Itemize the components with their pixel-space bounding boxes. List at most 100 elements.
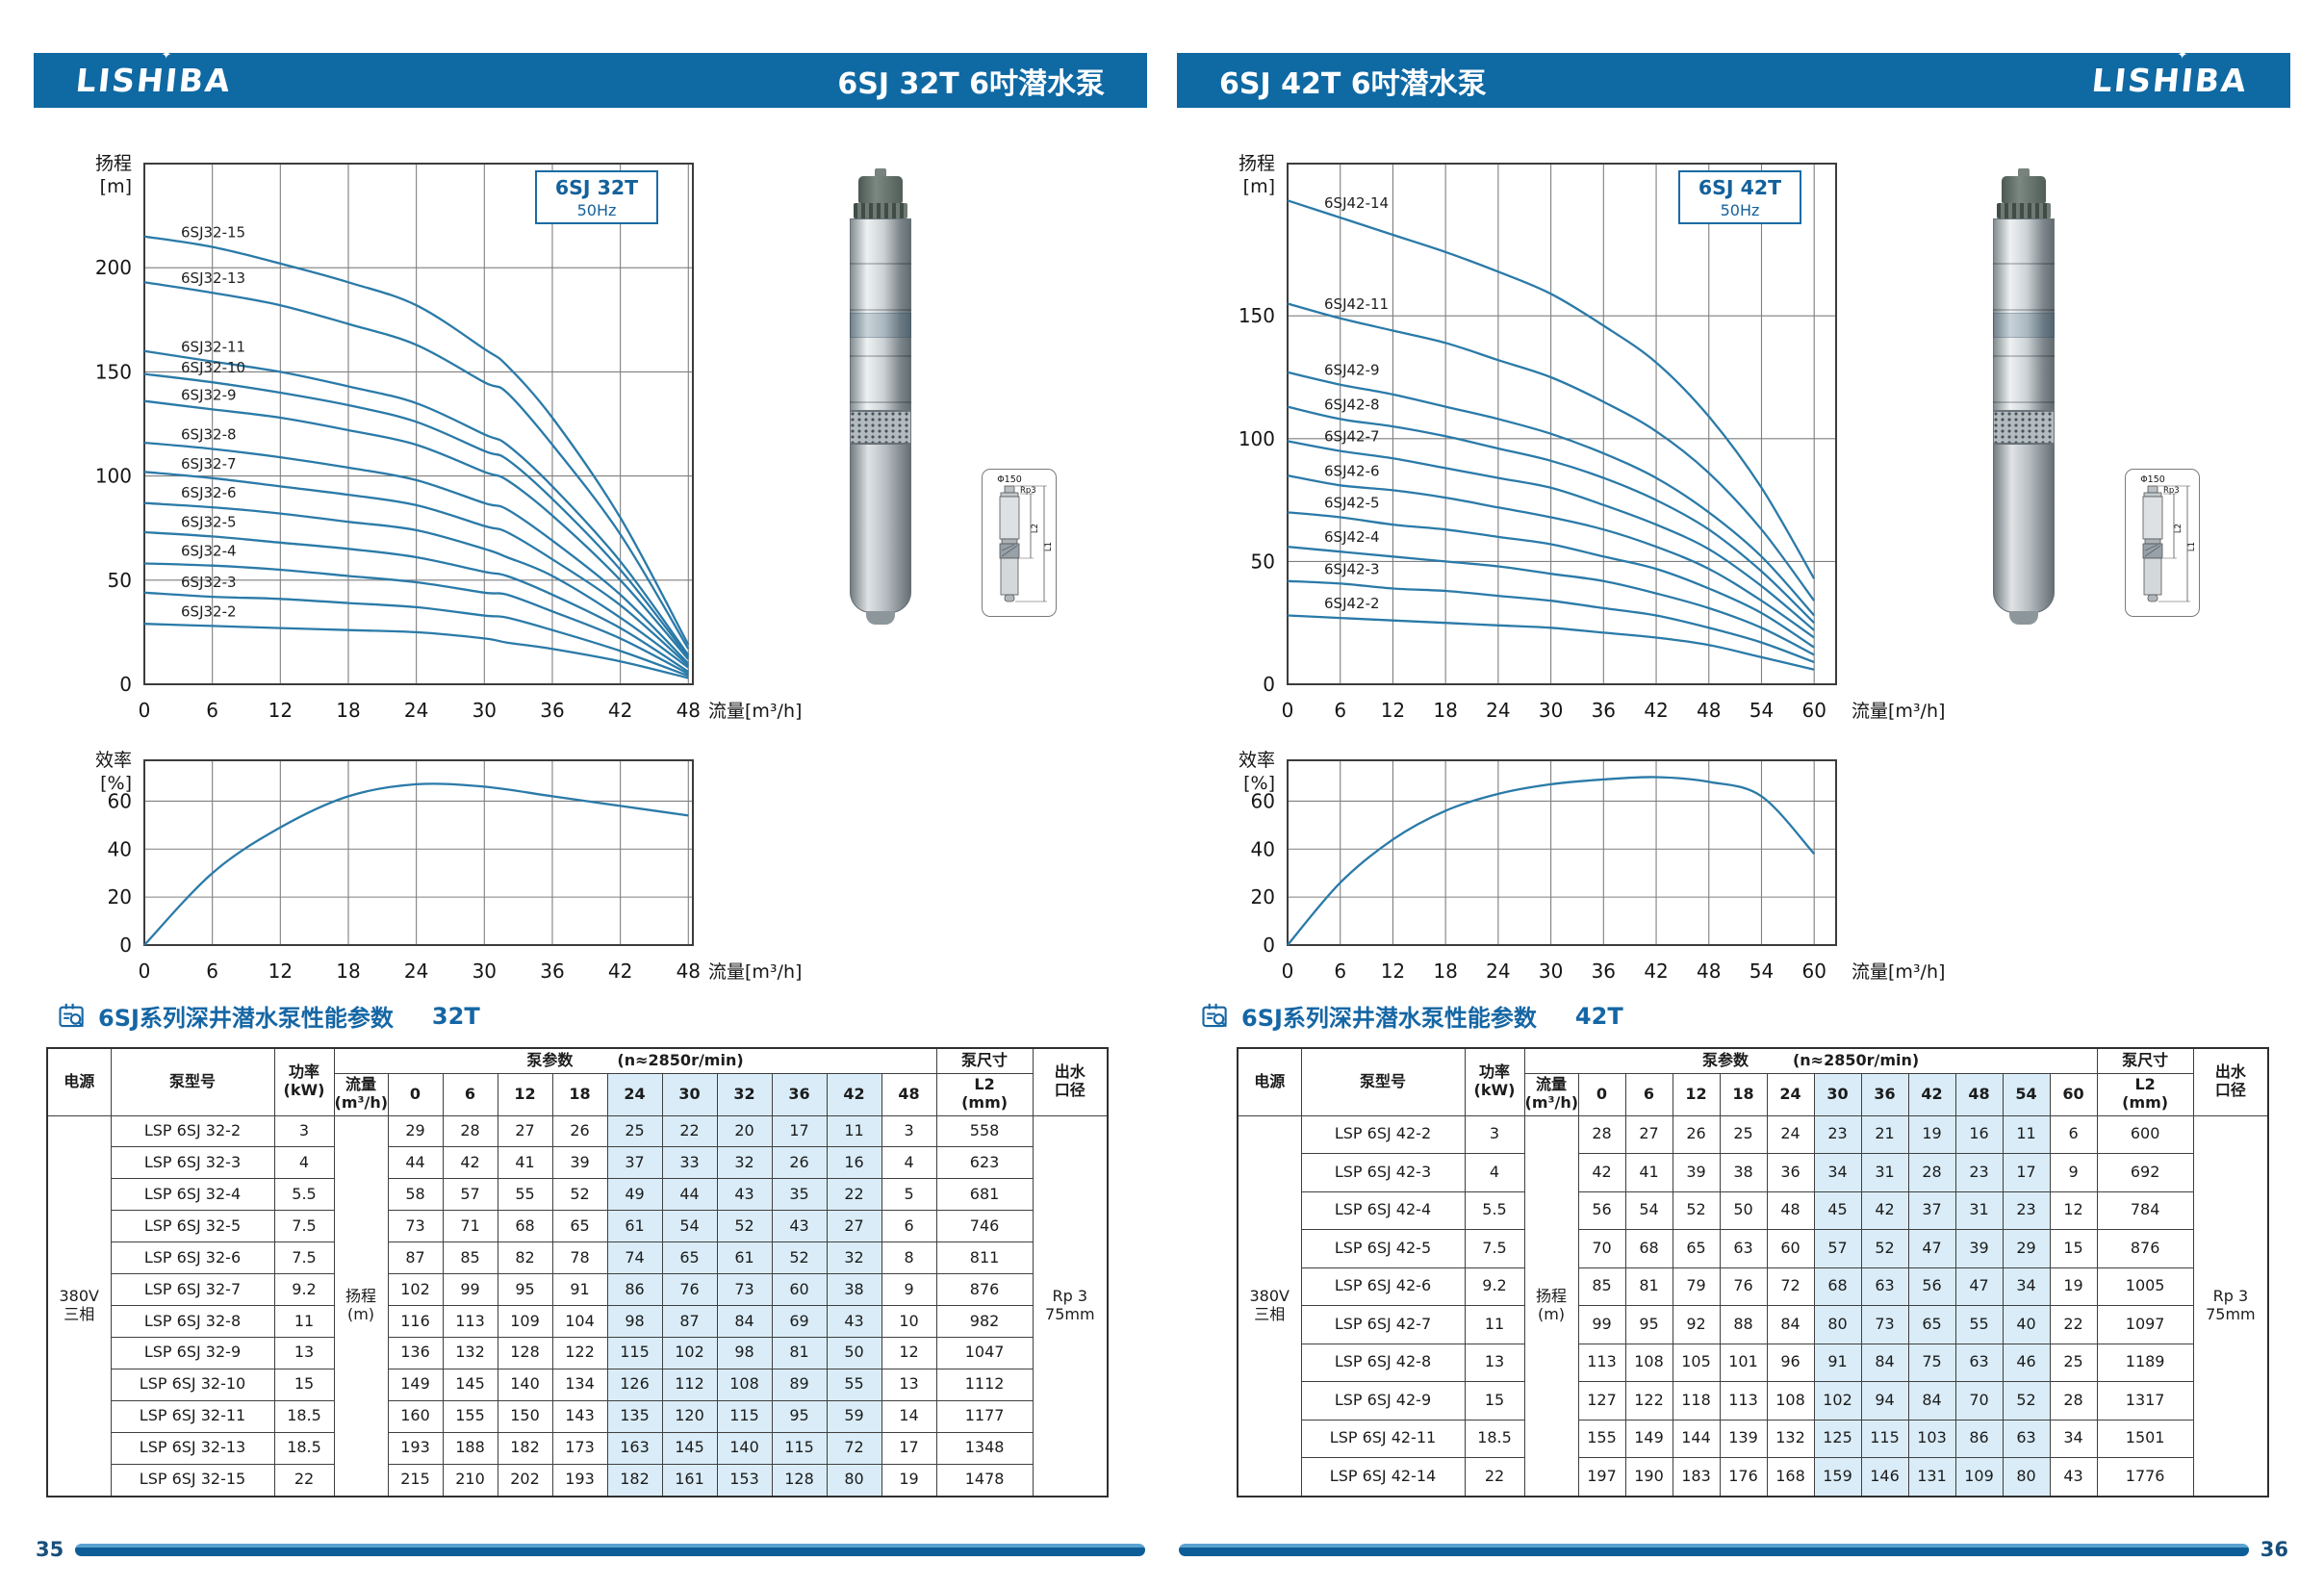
head-value-cell: 19 bbox=[881, 1463, 937, 1497]
power-kw-cell: 4 bbox=[273, 1146, 335, 1180]
page-number: 36 bbox=[2260, 1538, 2288, 1561]
head-value-cell: 22 bbox=[661, 1114, 718, 1148]
svg-text:6SJ32-7: 6SJ32-7 bbox=[181, 455, 237, 473]
head-value-cell: 69 bbox=[771, 1305, 828, 1338]
head-value-cell: 85 bbox=[1577, 1267, 1626, 1306]
svg-text:6SJ42-11: 6SJ42-11 bbox=[1324, 295, 1389, 313]
head-value-cell: 19 bbox=[1907, 1114, 1956, 1154]
svg-text:6SJ42-8: 6SJ42-8 bbox=[1324, 396, 1380, 413]
svg-text:[m]: [m] bbox=[100, 176, 132, 197]
svg-text:60: 60 bbox=[1801, 699, 1826, 722]
head-capacity-chart: 0 50 100 150 0 6 12 18 24 30 36 42 48 54 60 流量[m³/h] 扬程[… bbox=[1239, 153, 1946, 722]
head-value-cell: 43 bbox=[2049, 1457, 2098, 1497]
head-value-cell: 73 bbox=[387, 1210, 444, 1243]
head-value-cell: 115 bbox=[1860, 1419, 1909, 1458]
head-value-cell: 183 bbox=[1672, 1457, 1721, 1497]
head-value-cell: 84 bbox=[1907, 1381, 1956, 1421]
col-header-flow-48: 48 bbox=[1954, 1072, 2004, 1116]
head-value-cell: 31 bbox=[1860, 1153, 1909, 1192]
head-value-cell: 41 bbox=[497, 1146, 553, 1180]
table-row: LSP 6SJ 42-7 11 99 95 92 88 84 80 73 65 55 40 22 1097 bbox=[1238, 1305, 2268, 1344]
svg-text:Φ150: Φ150 bbox=[997, 474, 1022, 485]
brand-logo-text: LISHIBA bbox=[73, 62, 234, 99]
svg-text:30: 30 bbox=[1539, 699, 1563, 722]
head-value-cell: 34 bbox=[2049, 1419, 2098, 1458]
head-value-cell: 144 bbox=[1672, 1419, 1721, 1458]
head-value-cell: 65 bbox=[1672, 1229, 1721, 1268]
svg-text:6SJ42-9: 6SJ42-9 bbox=[1324, 362, 1380, 379]
head-value-cell: 45 bbox=[1813, 1190, 1862, 1230]
head-value-cell: 34 bbox=[2002, 1267, 2051, 1306]
head-value-cell: 105 bbox=[1672, 1343, 1721, 1382]
col-header-flow-36: 36 bbox=[771, 1072, 828, 1116]
page-title: 6SJ 42T 6吋潜水泵 bbox=[1219, 66, 1487, 101]
head-value-cell: 139 bbox=[1719, 1419, 1768, 1458]
power-kw-cell: 7.5 bbox=[273, 1210, 335, 1243]
svg-text:扬程: 扬程 bbox=[1239, 153, 1275, 174]
head-unit-cell: 扬程 (m) bbox=[1523, 1114, 1579, 1497]
head-value-cell: 113 bbox=[1719, 1381, 1768, 1421]
svg-text:流量[m³/h]: 流量[m³/h] bbox=[1852, 701, 1945, 722]
head-value-cell: 32 bbox=[826, 1241, 882, 1275]
l2-value-cell: 681 bbox=[935, 1178, 1034, 1212]
head-value-cell: 29 bbox=[387, 1114, 444, 1148]
head-value-cell: 48 bbox=[1766, 1190, 1815, 1230]
page-header-bar: LISHIBA ✦ 6SJ 32T 6吋潜水泵 bbox=[34, 48, 1147, 108]
head-value-cell: 146 bbox=[1860, 1457, 1909, 1497]
col-header-flow: 流量 (m³/h) bbox=[333, 1072, 389, 1116]
table-row: LSP 6SJ 32-13 18.5 193 188 182 173 163 145 140 11… bbox=[47, 1431, 1108, 1465]
head-value-cell: 140 bbox=[497, 1368, 553, 1401]
pump-model-cell: LSP 6SJ 42-9 bbox=[1300, 1381, 1466, 1421]
pump-coupling bbox=[1997, 203, 2051, 218]
head-value-cell: 95 bbox=[771, 1399, 828, 1433]
head-value-cell: 193 bbox=[387, 1431, 444, 1465]
svg-text:12: 12 bbox=[268, 960, 293, 983]
head-value-cell: 197 bbox=[1577, 1457, 1626, 1497]
head-value-cell: 10 bbox=[881, 1305, 937, 1338]
svg-text:0: 0 bbox=[1282, 699, 1294, 722]
col-header-flow-30: 30 bbox=[661, 1072, 718, 1116]
svg-text:6SJ32-13: 6SJ32-13 bbox=[181, 269, 245, 287]
svg-text:0: 0 bbox=[139, 960, 151, 983]
svg-text:12: 12 bbox=[268, 699, 293, 722]
head-value-cell: 43 bbox=[826, 1305, 882, 1338]
head-value-cell: 108 bbox=[1766, 1381, 1815, 1421]
footer-bar bbox=[75, 1543, 1145, 1556]
table-row: LSP 6SJ 32-6 7.5 87 85 82 78 74 65 61 52 32 8 811 bbox=[47, 1241, 1108, 1275]
svg-text:Φ150: Φ150 bbox=[2140, 474, 2165, 485]
power-kw-cell: 9.2 bbox=[1464, 1267, 1525, 1306]
head-value-cell: 87 bbox=[661, 1305, 718, 1338]
svg-text:20: 20 bbox=[108, 885, 132, 909]
head-value-cell: 52 bbox=[551, 1178, 608, 1212]
head-value-cell: 9 bbox=[2049, 1153, 2098, 1192]
head-value-cell: 76 bbox=[661, 1273, 718, 1307]
spec-sheet-icon bbox=[1202, 1003, 1228, 1027]
power-kw-cell: 5.5 bbox=[273, 1178, 335, 1212]
head-value-cell: 41 bbox=[1624, 1153, 1673, 1192]
head-value-cell: 112 bbox=[661, 1368, 718, 1401]
power-kw-cell: 15 bbox=[1464, 1381, 1525, 1421]
head-value-cell: 118 bbox=[1672, 1381, 1721, 1421]
section-title: 6SJ系列深井潜水泵性能参数 bbox=[98, 1005, 394, 1032]
pump-strainer bbox=[1993, 411, 2055, 444]
pump-coupling bbox=[854, 203, 907, 218]
catalog-page-35: LISHIBA ✦ 6SJ 32T 6吋潜水泵 0 50 100 150 200 0 6 12… bbox=[34, 0, 1147, 1587]
l2-value-cell: 1005 bbox=[2096, 1267, 2194, 1306]
col-header-flow-42: 42 bbox=[826, 1072, 882, 1116]
pump-cap bbox=[858, 176, 903, 203]
head-value-cell: 27 bbox=[826, 1210, 882, 1243]
pump-model-cell: LSP 6SJ 42-4 bbox=[1300, 1190, 1466, 1230]
svg-text:48: 48 bbox=[677, 960, 701, 983]
pump-model-cell: LSP 6SJ 42-2 bbox=[1300, 1114, 1466, 1154]
head-value-cell: 34 bbox=[1813, 1153, 1862, 1192]
table-row: LSP 6SJ 42-3 4 42 41 39 38 36 34 31 28 23 17 9 692 bbox=[1238, 1153, 2268, 1192]
head-value-cell: 135 bbox=[606, 1399, 663, 1433]
head-value-cell: 59 bbox=[826, 1399, 882, 1433]
svg-text:50: 50 bbox=[1251, 550, 1275, 573]
head-value-cell: 188 bbox=[442, 1431, 498, 1465]
col-header-flow-0: 0 bbox=[387, 1072, 444, 1116]
col-header-flow-36: 36 bbox=[1860, 1072, 1909, 1116]
svg-text:30: 30 bbox=[1539, 960, 1563, 983]
head-value-cell: 57 bbox=[1813, 1229, 1862, 1268]
head-value-cell: 16 bbox=[1954, 1114, 2004, 1154]
